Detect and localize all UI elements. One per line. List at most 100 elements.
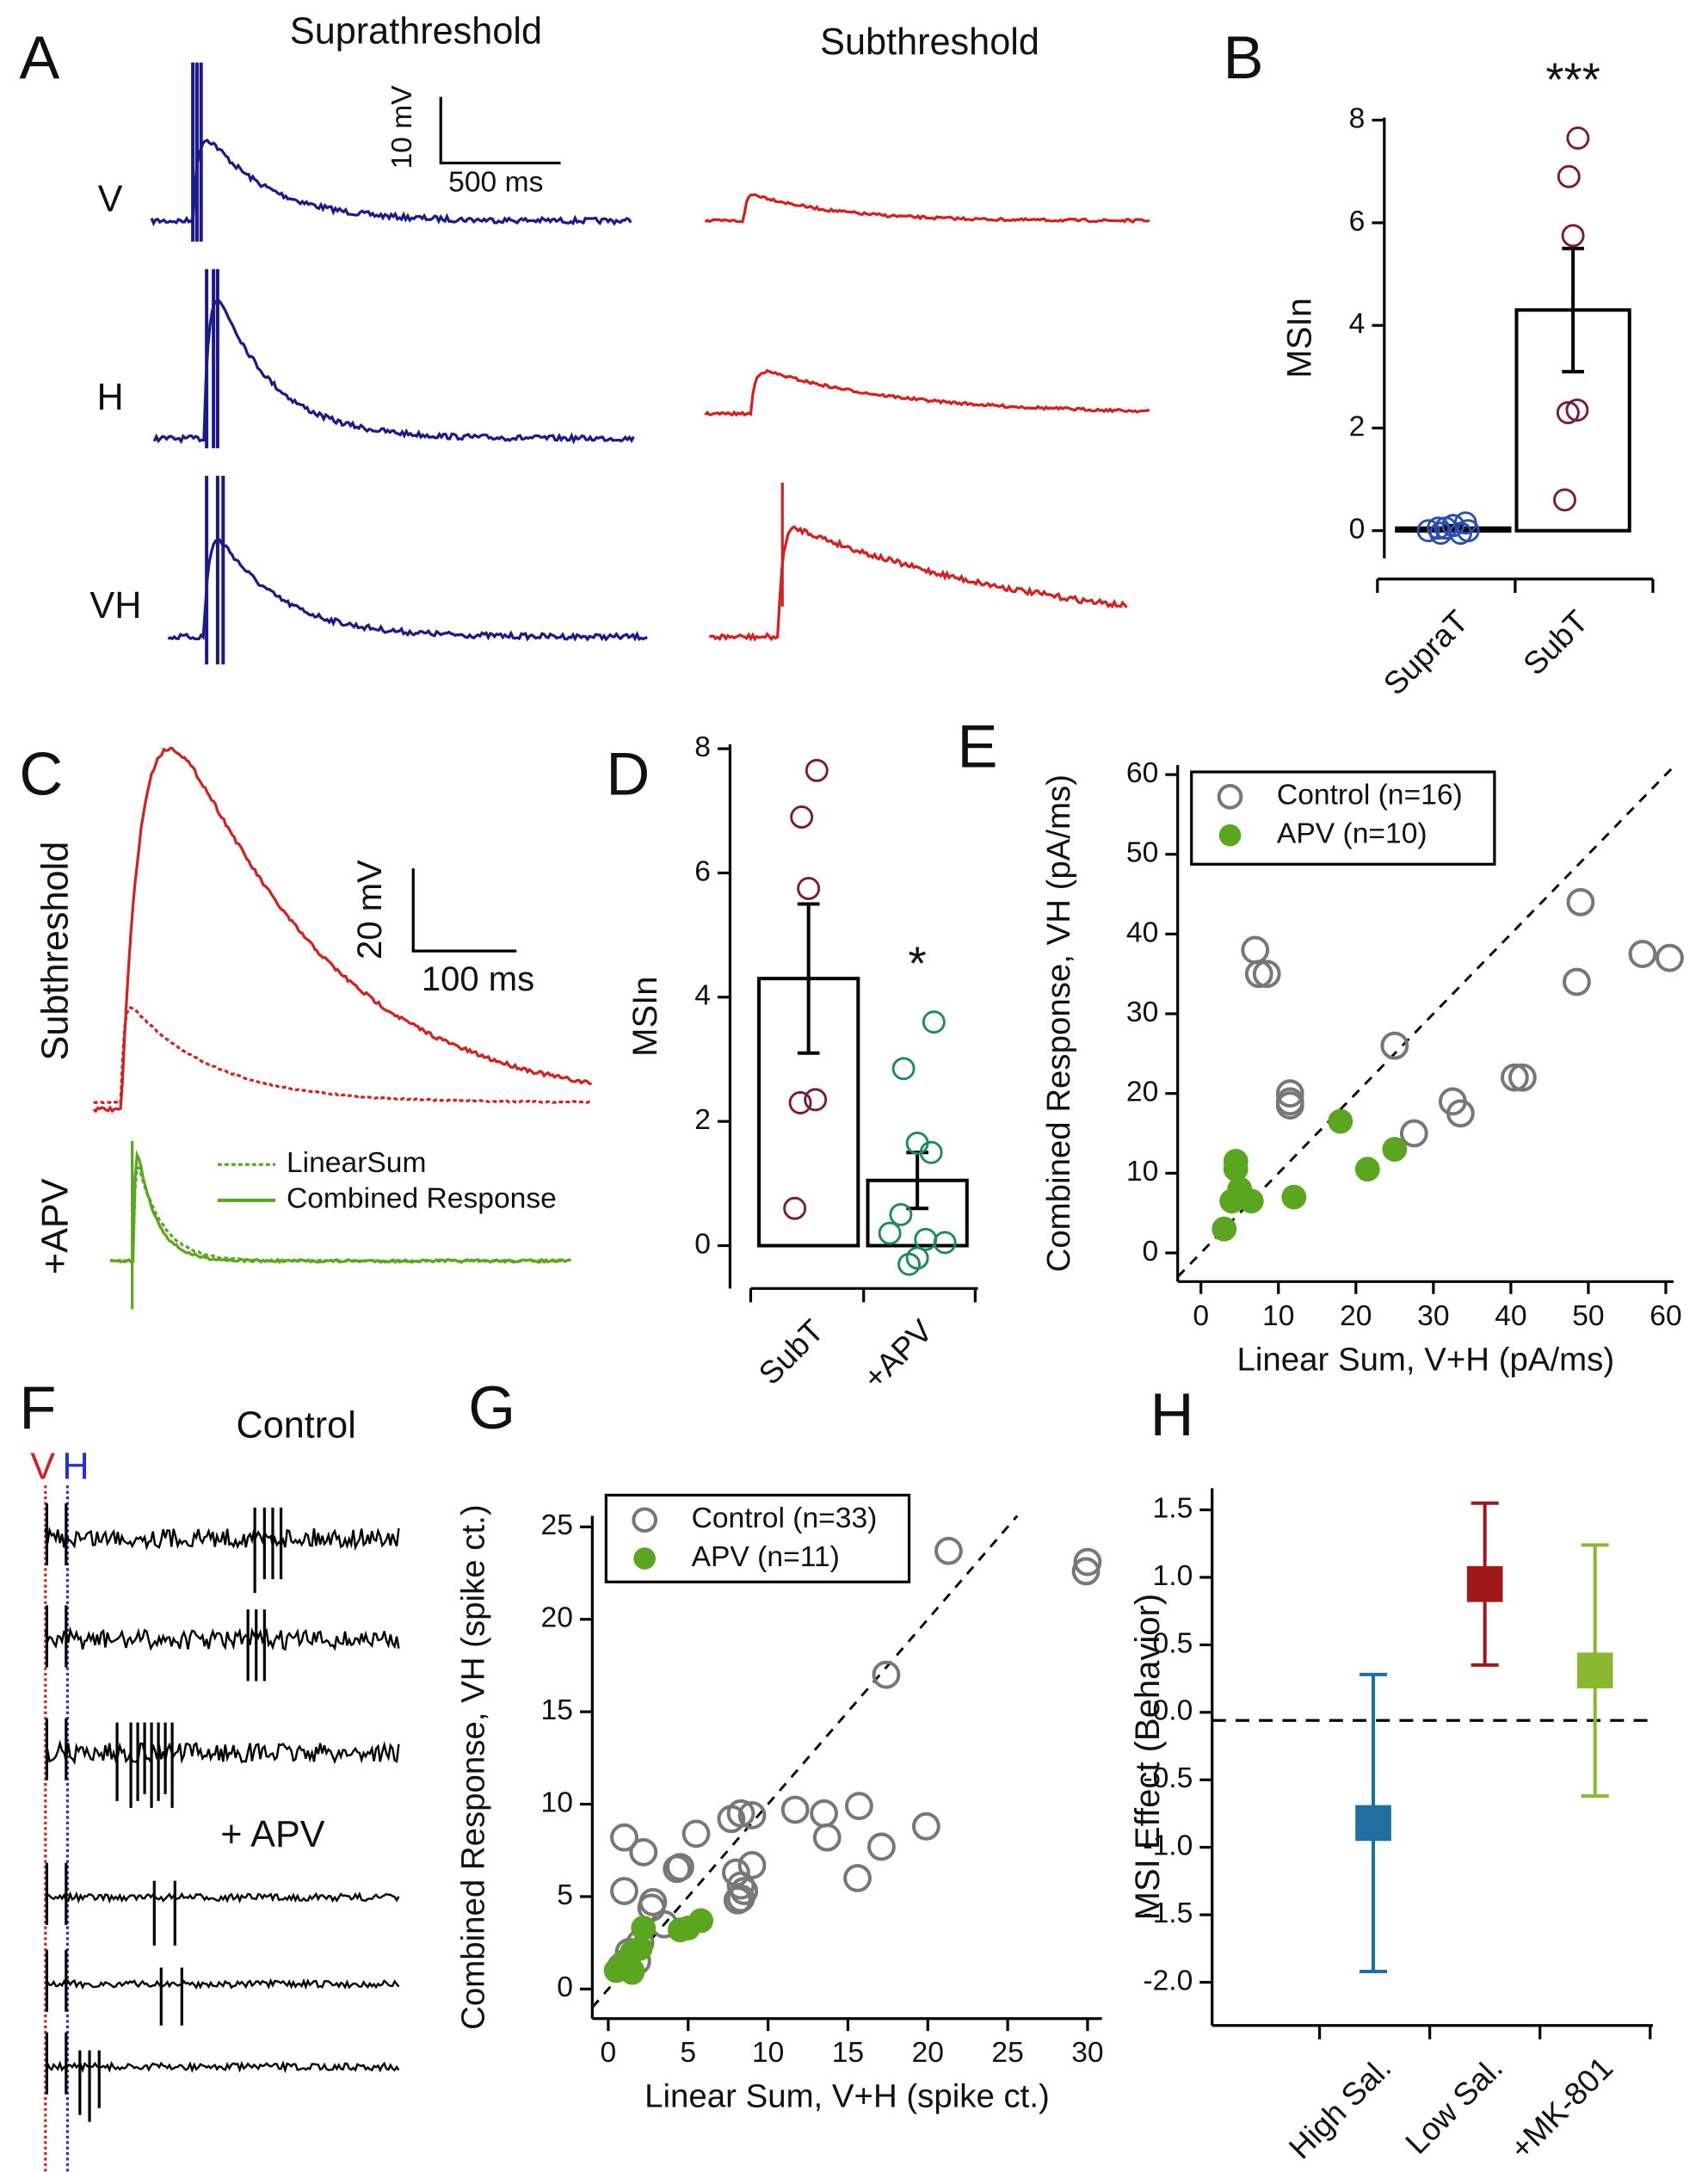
y-tick-label: 8 (1349, 102, 1366, 134)
x-tick-label: 30 (1417, 1300, 1449, 1332)
panel-title: Suprathreshold (290, 10, 542, 52)
scale-bar (439, 96, 561, 165)
y-axis-label: MSIn (626, 976, 664, 1056)
data-point (1557, 164, 1581, 188)
y-tick-label: -2.0 (1143, 1965, 1193, 1996)
trace (45, 1739, 400, 1766)
identity-line (1176, 765, 1675, 1278)
error-bar (1562, 246, 1584, 373)
x-tick-label: 30 (1071, 2037, 1103, 2069)
identity-line (591, 1515, 1019, 2008)
legend-text: Control (n=16) (1277, 780, 1463, 811)
data-point (610, 1823, 638, 1852)
data-point (1328, 1108, 1353, 1134)
x-tick-label: 20 (912, 2037, 944, 2069)
data-point (1566, 887, 1595, 916)
data-point (1380, 1031, 1409, 1060)
scale-label: 100 ms (422, 960, 534, 998)
trace (44, 1626, 400, 1651)
panel-label: E (958, 713, 998, 781)
trace (44, 1526, 400, 1552)
trace-label: + APV (220, 1814, 325, 1855)
y-tick-label: 6 (694, 855, 711, 887)
data-point (629, 1838, 658, 1867)
legend-text: LinearSum (287, 1147, 427, 1179)
data-point (1434, 516, 1458, 540)
y-tick-label: 6 (1349, 206, 1366, 238)
data-point (1427, 516, 1451, 540)
data-point (610, 1877, 638, 1905)
legend-text: Control (n=33) (692, 1503, 878, 1534)
error-bar (797, 902, 820, 1055)
data-point (911, 1811, 940, 1841)
stim-marker: H (62, 1446, 89, 1487)
significance: *** (1545, 53, 1600, 106)
panel-label: G (468, 1373, 515, 1441)
data-point (1275, 1079, 1304, 1108)
data-point (783, 1196, 807, 1220)
y-tick-label: 4 (694, 980, 711, 1012)
panel-label: D (606, 740, 650, 808)
data-point (1556, 401, 1580, 424)
data-point (1238, 1188, 1264, 1214)
trace (44, 2060, 400, 2074)
y-tick-label: 2 (694, 1104, 711, 1136)
y-axis-label: Combined Response, VH (spike ct.) (454, 1504, 491, 2030)
data-point (688, 1908, 714, 1934)
data-point (666, 1853, 694, 1882)
data-point (681, 1819, 711, 1848)
x-axis-label: Linear Sum, V+H (pA/ms) (1237, 1341, 1615, 1378)
data-point (805, 758, 829, 782)
y-tick-label: 2 (1349, 410, 1366, 442)
y-tick-label: -0.5 (1143, 1762, 1193, 1794)
data-point (845, 1792, 873, 1821)
x-tick-label: 5 (680, 2037, 696, 2069)
data-point (933, 1231, 957, 1255)
panel-label: B (1224, 23, 1264, 91)
y-tick-label: 0 (694, 1228, 711, 1260)
y-axis-label: MSI Effect (Behavior) (1129, 1594, 1167, 1921)
data-point (737, 1801, 767, 1830)
data-point (797, 877, 821, 900)
legend-text: Combined Response (287, 1183, 557, 1215)
data-point (1252, 960, 1281, 989)
y-tick-label: 4 (1349, 308, 1366, 340)
data-point (919, 1140, 943, 1164)
trace (92, 747, 592, 1114)
data-point (922, 1010, 946, 1034)
trace (708, 525, 1128, 642)
y-tick-label: 10 (541, 1786, 573, 1818)
y-tick-label: 60 (1126, 757, 1158, 789)
stim-marker: V (30, 1446, 55, 1487)
data-point (1071, 1557, 1101, 1586)
x-tick-label: 60 (1649, 1300, 1681, 1332)
data-point (1656, 943, 1684, 972)
panel-title: Subthreshold (820, 22, 1039, 63)
trace (167, 538, 648, 642)
y-tick-label: 1.0 (1153, 1560, 1193, 1592)
trace (150, 139, 632, 227)
legend-marker (1217, 784, 1243, 810)
data-point (867, 1832, 896, 1861)
data-point (1223, 1157, 1249, 1182)
trace-label: Control (237, 1404, 356, 1446)
data-point (889, 1202, 913, 1226)
data-point (1576, 1652, 1613, 1689)
legend-box (604, 1493, 911, 1583)
row-label: V (98, 179, 123, 220)
data-point (934, 1536, 963, 1565)
scale-label: 10 mV (386, 85, 418, 170)
trace-label: Subthreshold (35, 842, 77, 1061)
data-point (1628, 940, 1657, 968)
y-tick-label: 0 (557, 1971, 573, 2003)
data-point (1399, 1119, 1428, 1148)
data-point (1561, 224, 1585, 248)
data-point (812, 1823, 842, 1852)
data-point (1466, 1565, 1503, 1602)
y-tick-label: -1.5 (1143, 1897, 1193, 1929)
x-tick-label: 0 (601, 2037, 617, 2069)
y-tick-label: 0.0 (1153, 1695, 1193, 1727)
y-tick-label: 5 (557, 1879, 573, 1911)
scale-label: 20 mV (351, 860, 389, 960)
